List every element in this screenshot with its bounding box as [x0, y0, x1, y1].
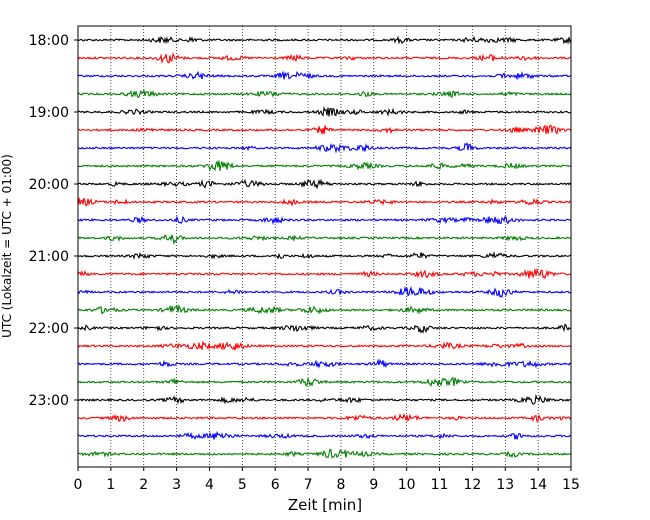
- y-tick-label: 18:00: [29, 33, 69, 49]
- y-tick-label: 23:00: [29, 393, 69, 409]
- seismic-traces: [77, 35, 572, 459]
- seismic-trace: [77, 376, 572, 388]
- x-tick-label: 10: [398, 477, 416, 493]
- y-axis-ticks: 18:00 19:00 20:00 21:00 22:00 23:00: [29, 33, 78, 409]
- x-tick-label: 11: [431, 477, 449, 493]
- x-tick-label: 0: [74, 477, 83, 493]
- y-tick-label: 20:00: [29, 177, 69, 193]
- seismic-trace: [77, 197, 572, 208]
- seismic-trace: [77, 89, 572, 99]
- seismic-trace: [77, 52, 572, 65]
- x-axis-ticks: 0 1 2 3 4 5 6 7 8 9 10 11 12 13 14 15: [74, 467, 580, 493]
- seismic-trace: [77, 340, 572, 351]
- x-tick-label: 1: [106, 477, 115, 493]
- x-tick-label: 7: [304, 477, 313, 493]
- seismic-trace: [77, 448, 572, 459]
- x-tick-label: 3: [172, 477, 181, 493]
- seismic-trace: [77, 393, 572, 405]
- y-axis-label: UTC (Lokalzeit = UTC + 01:00): [0, 154, 14, 338]
- seismic-trace: [77, 267, 572, 280]
- seismic-trace: [77, 124, 572, 135]
- seismic-trace: [77, 106, 572, 117]
- seismic-trace: [77, 70, 572, 81]
- x-tick-label: 15: [562, 477, 580, 493]
- x-tick-label: 4: [205, 477, 214, 493]
- y-tick-label: 19:00: [29, 105, 69, 121]
- x-axis-label: Zeit [min]: [288, 496, 362, 514]
- seismic-trace: [77, 178, 572, 190]
- seismic-trace: [77, 323, 572, 334]
- x-tick-label: 13: [496, 477, 514, 493]
- x-tick-label: 14: [529, 477, 547, 493]
- seismic-trace: [77, 430, 572, 440]
- seismic-trace: [77, 234, 572, 246]
- seismic-trace: [77, 412, 572, 423]
- seismic-trace: [77, 142, 572, 154]
- x-tick-label: 6: [271, 477, 280, 493]
- y-tick-label: 22:00: [29, 321, 69, 337]
- x-tick-label: 8: [336, 477, 345, 493]
- x-tick-label: 9: [369, 477, 378, 493]
- seismic-trace: [77, 214, 572, 225]
- seismic-trace: [77, 358, 572, 369]
- x-tick-label: 12: [463, 477, 481, 493]
- seismic-trace: [77, 285, 572, 298]
- x-tick-label: 2: [139, 477, 148, 493]
- plot-frame: [77, 25, 572, 468]
- y-tick-label: 21:00: [29, 249, 69, 265]
- seismic-trace: [77, 303, 572, 315]
- x-tick-label: 5: [238, 477, 247, 493]
- seismic-trace: [77, 251, 572, 260]
- seismic-trace: [77, 35, 572, 45]
- seismic-trace: [77, 160, 572, 172]
